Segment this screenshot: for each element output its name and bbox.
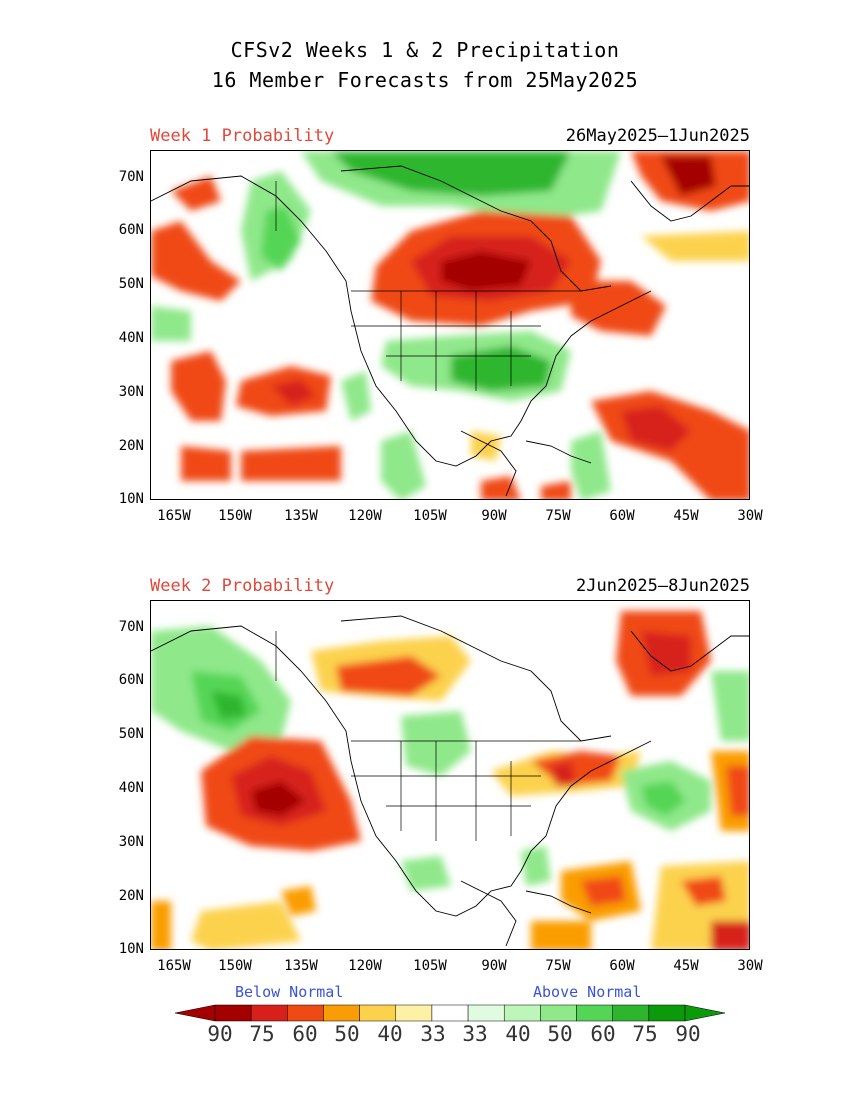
week2-dates: 2Jun2025—8Jun2025 [576, 576, 750, 596]
colorbar-value-label: 75 [632, 1022, 658, 1046]
colorbar-value-label: 40 [505, 1022, 531, 1046]
lon-tick-label: 90W [481, 508, 507, 524]
chart-title-line1: CFSv2 Weeks 1 & 2 Precipitation [230, 38, 620, 62]
lat-tick-label: 20N [118, 438, 144, 454]
lon-tick-label: 75W [545, 958, 571, 974]
lat-tick-label: 30N [118, 384, 144, 400]
week1-label: Week 1 Probability [150, 126, 335, 146]
colorbar-value-label: 90 [675, 1022, 701, 1046]
lat-tick-label: 60N [118, 222, 144, 238]
lon-tick-label: 30W [737, 508, 763, 524]
lon-tick-label: 105W [413, 508, 447, 524]
below-normal-label: Below Normal [235, 983, 344, 1001]
lon-tick-label: 30W [737, 958, 763, 974]
lat-tick-label: 40N [118, 330, 144, 346]
lon-tick-label: 120W [348, 958, 382, 974]
color-bar [175, 1004, 725, 1022]
colorbar-value-label: 60 [292, 1022, 318, 1046]
colorbar-swatch [431, 1004, 469, 1022]
colorbar-swatch [359, 1004, 397, 1022]
colorbar-value-label: 90 [207, 1022, 233, 1046]
lon-tick-label: 90W [481, 958, 507, 974]
week1-dates: 26May2025—1Jun2025 [565, 126, 750, 146]
colorbar-value-label: 75 [249, 1022, 275, 1046]
colorbar-value-label: 50 [547, 1022, 573, 1046]
colorbar-swatch [467, 1004, 505, 1022]
lat-tick-label: 70N [118, 619, 144, 635]
lon-tick-label: 135W [284, 508, 318, 524]
colorbar-value-label: 33 [420, 1022, 446, 1046]
week2-label: Week 2 Probability [150, 576, 335, 596]
lon-tick-label: 75W [545, 508, 571, 524]
lat-tick-label: 50N [118, 276, 144, 292]
lon-tick-label: 165W [157, 508, 191, 524]
lat-tick-label: 40N [118, 780, 144, 796]
lon-tick-label: 120W [348, 508, 382, 524]
lat-tick-label: 20N [118, 888, 144, 904]
lon-tick-label: 105W [413, 958, 447, 974]
chart-title-line2: 16 Member Forecasts from 25May2025 [211, 68, 639, 92]
lon-tick-label: 165W [157, 958, 191, 974]
week1-map [150, 150, 750, 500]
lat-tick-label: 10N [118, 491, 144, 507]
lat-tick-label: 70N [118, 169, 144, 185]
colorbar-value-label: 33 [462, 1022, 488, 1046]
lat-tick-label: 50N [118, 726, 144, 742]
colorbar-swatch [540, 1004, 577, 1022]
week1-map-canvas [151, 151, 749, 499]
colorbar-value-label: 40 [377, 1022, 403, 1046]
colorbar-arrow-above [684, 1004, 725, 1022]
lon-tick-label: 60W [609, 508, 635, 524]
week2-map [150, 600, 750, 950]
lon-tick-label: 150W [218, 958, 252, 974]
colorbar-value-label: 60 [590, 1022, 616, 1046]
lat-tick-label: 10N [118, 941, 144, 957]
week2-map-canvas [151, 611, 749, 949]
colorbar-swatch [287, 1004, 324, 1022]
colorbar-arrow-below [175, 1004, 216, 1022]
above-normal-label: Above Normal [533, 983, 642, 1001]
colorbar-swatch [648, 1004, 686, 1022]
colorbar-swatch [612, 1004, 650, 1022]
colorbar-swatch [250, 1004, 288, 1022]
lon-tick-label: 45W [673, 958, 699, 974]
colorbar-swatch [323, 1004, 360, 1022]
lat-tick-label: 30N [118, 834, 144, 850]
lat-tick-label: 60N [118, 672, 144, 688]
lon-tick-label: 150W [218, 508, 252, 524]
colorbar-swatch [214, 1004, 252, 1022]
colorbar-swatch [395, 1004, 433, 1022]
colorbar-swatch [576, 1004, 613, 1022]
lon-tick-label: 60W [609, 958, 635, 974]
lon-tick-label: 45W [673, 508, 699, 524]
colorbar-value-label: 50 [334, 1022, 360, 1046]
colorbar-swatch [503, 1004, 541, 1022]
lon-tick-label: 135W [284, 958, 318, 974]
